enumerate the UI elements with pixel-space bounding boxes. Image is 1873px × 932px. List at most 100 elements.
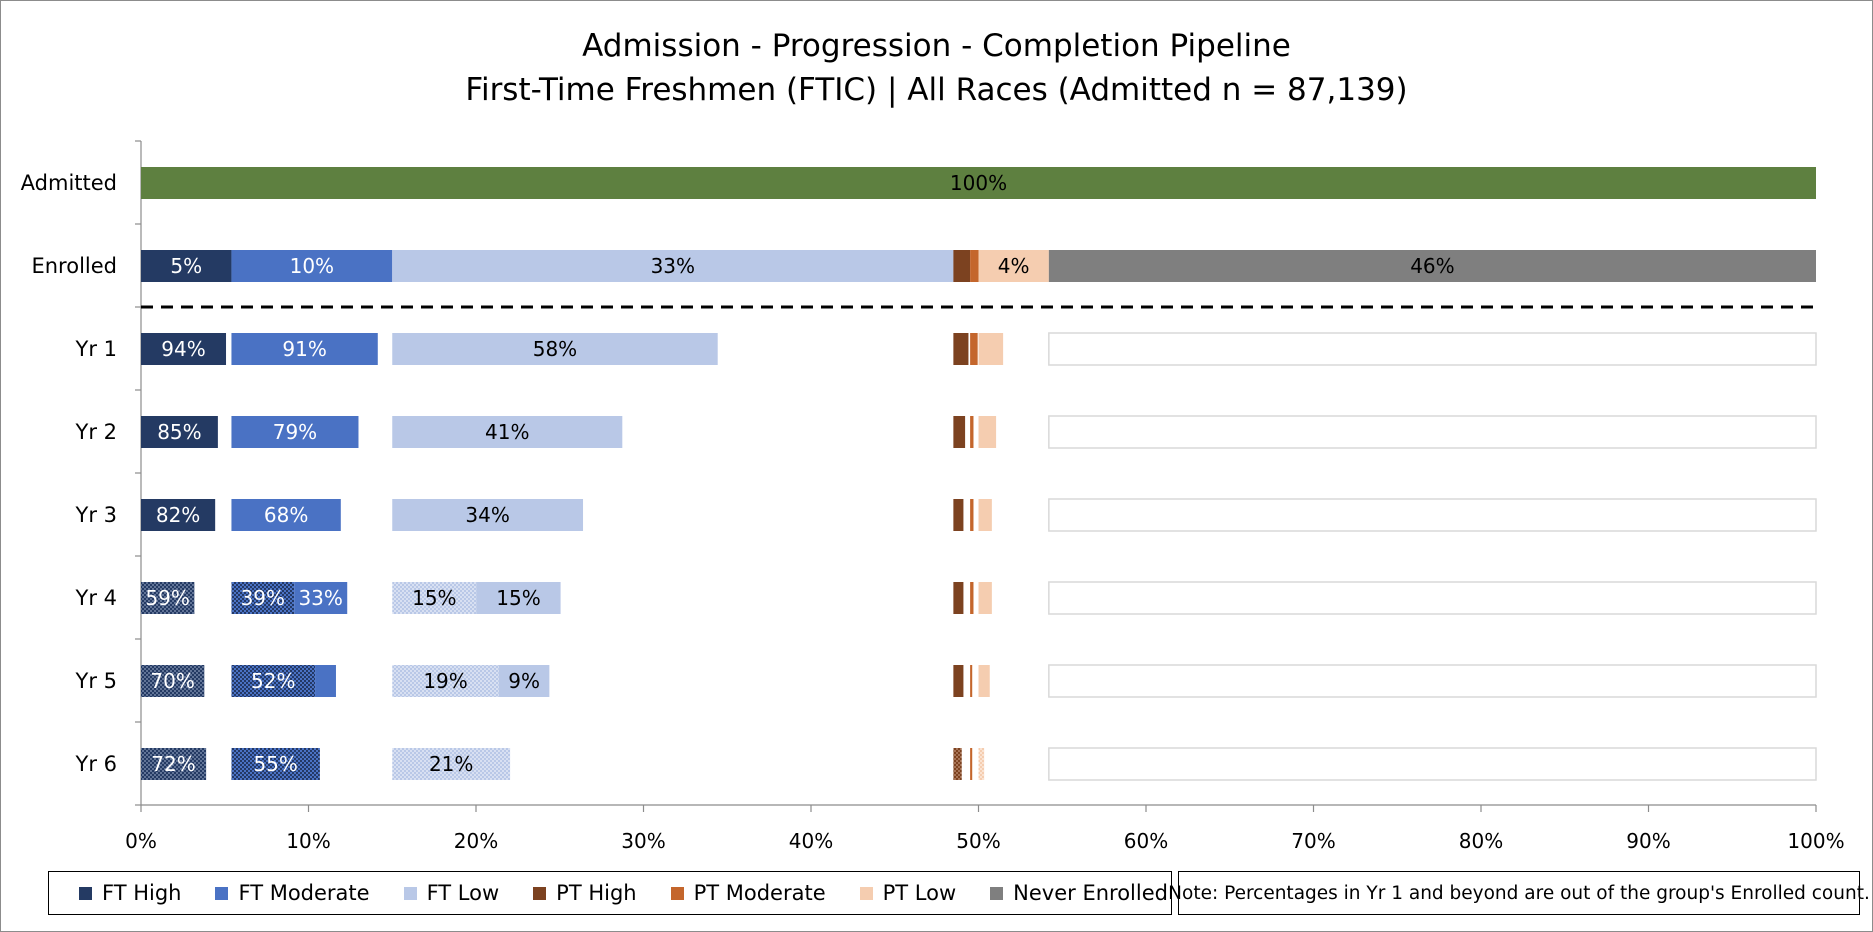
bar-label-yr-4-ft-moderate-retained: 33% — [298, 586, 342, 610]
chart-subtitle: First-Time Freshmen (FTIC) | All Races (… — [465, 72, 1408, 108]
bar-yr-6-pt-high — [953, 748, 962, 780]
bar-yr-5-ft-high-completed — [141, 665, 205, 697]
x-tick-label-0: 0% — [125, 829, 157, 853]
bar-yr-2-pt-high — [953, 416, 966, 448]
legend-swatch-2 — [403, 886, 417, 900]
bar-yr-1-pt-moderate — [970, 333, 978, 365]
bar-label-yr-6-ft-high-completed: 72% — [151, 752, 195, 776]
y-category-label-2: Yr 1 — [75, 337, 118, 361]
legend-swatch-0 — [79, 886, 92, 900]
bar-yr-1-ft-high — [141, 333, 227, 365]
y-category-label-0: Admitted — [21, 171, 117, 195]
bar-yr-2-pt-low — [978, 416, 997, 448]
bar-label-yr-5-ft-low-retained: 9% — [508, 669, 540, 693]
bar-yr-5-pt-moderate — [970, 665, 973, 697]
bar-enrolled-ft-low — [392, 250, 954, 282]
legend-item-3: PT High — [533, 881, 637, 905]
x-tick-label-2: 20% — [454, 829, 498, 853]
bar-yr-4-ft-high-completed — [141, 582, 195, 614]
bar-yr-6-never-enrolled-outline — [1048, 747, 1817, 781]
bar-yr-1-ft-low — [392, 333, 718, 365]
legend-item-6: Never Enrolled — [990, 881, 1168, 905]
bar-yr-2-ft-high — [141, 416, 218, 448]
bar-label-enrolled-ft-high: 5% — [170, 254, 202, 278]
bar-admitted — [141, 167, 1816, 199]
bar-label-enrolled-ft-low: 33% — [651, 254, 695, 278]
bar-label-yr-5-ft-high-completed: 70% — [150, 669, 194, 693]
x-tick-label-4: 40% — [789, 829, 833, 853]
legend-item-2: FT Low — [403, 881, 500, 905]
bar-yr-2-pt-moderate — [970, 416, 974, 448]
bar-yr-6-ft-low-completed — [392, 748, 511, 780]
bar-yr-4-pt-moderate — [970, 582, 974, 614]
bar-label-yr-2-ft-moderate: 79% — [273, 420, 317, 444]
legend-swatch-1 — [215, 886, 229, 900]
bar-yr-3-ft-low — [392, 499, 584, 531]
bar-yr-5-ft-moderate-retained — [315, 665, 336, 697]
y-category-label-7: Yr 6 — [75, 752, 118, 776]
bar-label-yr-4-ft-high-completed: 59% — [145, 586, 189, 610]
bar-label-yr-2-ft-high: 85% — [157, 420, 201, 444]
y-category-label-5: Yr 4 — [75, 586, 118, 610]
bar-yr-5-pt-low — [978, 665, 990, 697]
y-category-label-6: Yr 5 — [75, 669, 118, 693]
bar-enrolled-never-enrolled — [1048, 250, 1816, 282]
bar-label-yr-3-ft-low: 34% — [465, 503, 509, 527]
legend-label-0: FT High — [102, 881, 182, 905]
bar-yr-6-ft-moderate-completed — [231, 748, 320, 780]
bar-label-yr-6-ft-moderate-completed: 55% — [253, 752, 297, 776]
legend-label-2: FT Low — [426, 881, 500, 905]
bar-yr-3-pt-low — [978, 499, 992, 531]
bar-enrolled-pt-low — [978, 250, 1049, 282]
bar-yr-3-never-enrolled-outline — [1048, 498, 1817, 532]
chart-title-block: Admission - Progression - Completion Pip… — [0, 24, 1873, 112]
legend-item-5: PT Low — [859, 881, 956, 905]
bar-yr-4-ft-low-retained — [476, 582, 561, 614]
bar-yr-6-pt-moderate — [970, 748, 973, 780]
y-category-label-3: Yr 2 — [75, 420, 118, 444]
bar-label-yr-5-ft-moderate-completed: 52% — [251, 669, 295, 693]
bar-yr-4-never-enrolled-outline — [1048, 581, 1817, 615]
chart-title: Admission - Progression - Completion Pip… — [582, 28, 1291, 64]
bar-yr-6-ft-high-completed — [141, 748, 207, 780]
x-tick-label-3: 30% — [621, 829, 665, 853]
bar-yr-5-never-enrolled-outline — [1048, 664, 1817, 698]
bar-yr-1-ft-moderate — [231, 333, 378, 365]
bar-yr-1-pt-low — [978, 333, 1004, 365]
chart-note: Note: Percentages in Yr 1 and beyond are… — [1168, 871, 1870, 915]
bar-yr-5-ft-moderate-completed — [231, 665, 316, 697]
x-tick-label-5: 50% — [956, 829, 1000, 853]
legend-item-0: FT High — [79, 881, 181, 905]
bar-label-yr-3-ft-high: 82% — [156, 503, 200, 527]
bar-yr-6-pt-low — [978, 748, 985, 780]
legend-label-1: FT Moderate — [238, 881, 370, 905]
y-category-label-1: Enrolled — [31, 254, 117, 278]
bar-yr-4-ft-moderate-retained — [294, 582, 348, 614]
legend-item-1: FT Moderate — [215, 881, 370, 905]
bar-label-yr-3-ft-moderate: 68% — [264, 503, 308, 527]
x-tick-label-7: 70% — [1291, 829, 1335, 853]
x-tick-label-1: 10% — [286, 829, 330, 853]
chart-plot: 0% 10% 20% 30% 40% 50% 60% 70% 80% 90% 100% Admitte… — [21, 140, 1845, 853]
bar-label-admitted: 100% — [950, 171, 1007, 195]
bar-enrolled-ft-high — [141, 250, 232, 282]
legend-swatch-3 — [533, 886, 547, 900]
bar-yr-2-ft-moderate — [231, 416, 359, 448]
legend-swatch-6 — [990, 886, 1004, 900]
bar-enrolled-pt-high — [953, 250, 971, 282]
x-tick-label-8: 80% — [1459, 829, 1503, 853]
bar-label-yr-4-ft-low-retained: 15% — [496, 586, 540, 610]
legend-item-4: PT Moderate — [670, 881, 826, 905]
bar-label-yr-1-ft-low: 58% — [533, 337, 577, 361]
bar-yr-1-pt-high — [953, 333, 969, 365]
bar-yr-4-ft-moderate-completed — [231, 582, 295, 614]
bar-label-yr-1-ft-moderate: 91% — [282, 337, 326, 361]
y-category-label-4: Yr 3 — [75, 503, 118, 527]
x-tick-label-9: 90% — [1626, 829, 1670, 853]
bar-yr-1-never-enrolled-outline — [1048, 332, 1817, 366]
bar-label-yr-4-ft-moderate-completed: 39% — [241, 586, 285, 610]
bar-label-yr-6-ft-low-completed: 21% — [429, 752, 473, 776]
bar-label-enrolled-ft-moderate: 10% — [290, 254, 334, 278]
chart-legend: FT High FT Moderate FT Low PT High PT Modera… — [48, 871, 1172, 915]
bar-yr-2-ft-low — [392, 416, 623, 448]
